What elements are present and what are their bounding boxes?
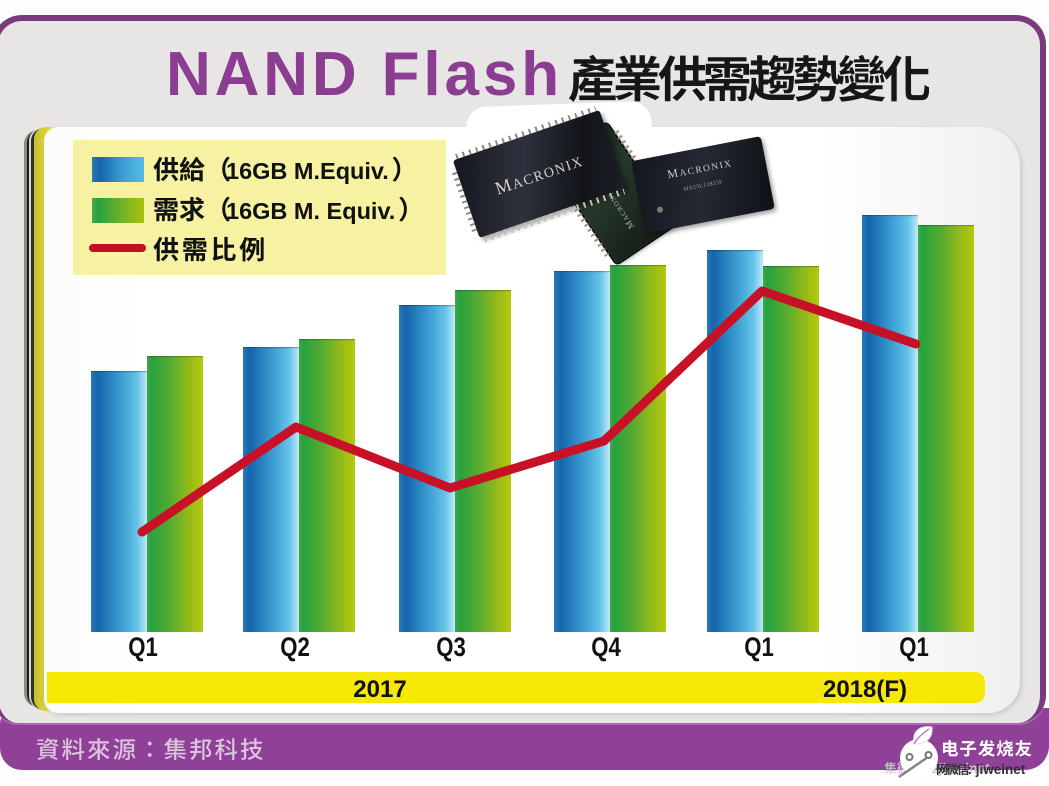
svg-text:16GB M. Equiv.: 16GB M. Equiv. <box>226 198 395 224</box>
svg-text:: jiweinet: : jiweinet <box>968 762 1026 777</box>
svg-text:16GB M.Equiv.: 16GB M.Equiv. <box>226 158 389 184</box>
